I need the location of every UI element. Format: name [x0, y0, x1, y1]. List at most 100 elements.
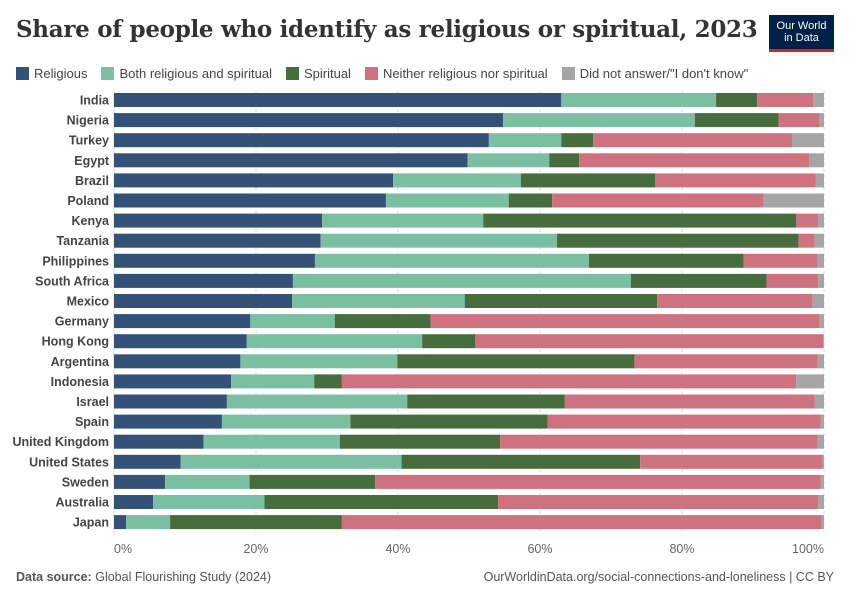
- bar-segment[interactable]: [114, 233, 321, 248]
- bar-segment[interactable]: [114, 133, 489, 148]
- bar-segment[interactable]: [114, 153, 468, 168]
- bar-segment[interactable]: [812, 294, 824, 308]
- bar-segment[interactable]: [114, 213, 323, 228]
- bar-segment[interactable]: [393, 173, 521, 188]
- bar-segment[interactable]: [564, 394, 815, 409]
- bar-segment[interactable]: [818, 213, 824, 228]
- source-value[interactable]: Global Flourishing Study (2024): [95, 570, 272, 584]
- bar-segment[interactable]: [114, 273, 293, 288]
- bar-segment[interactable]: [500, 434, 818, 449]
- bar-segment[interactable]: [114, 495, 154, 509]
- bar-segment[interactable]: [818, 495, 824, 509]
- bar-segment[interactable]: [114, 515, 127, 530]
- bar-segment[interactable]: [475, 334, 824, 349]
- bar-segment[interactable]: [557, 233, 799, 248]
- bar-segment[interactable]: [385, 193, 509, 208]
- bar-segment[interactable]: [126, 515, 171, 530]
- bar-segment[interactable]: [823, 334, 824, 349]
- bar-segment[interactable]: [817, 434, 824, 449]
- bar-segment[interactable]: [375, 474, 821, 489]
- bar-segment[interactable]: [757, 93, 814, 107]
- bar-segment[interactable]: [796, 213, 819, 228]
- bar-segment[interactable]: [813, 93, 824, 107]
- bar-segment[interactable]: [792, 133, 824, 148]
- bar-segment[interactable]: [341, 374, 797, 389]
- bar-segment[interactable]: [817, 253, 824, 268]
- legend-item[interactable]: Religious: [16, 66, 87, 81]
- bar-segment[interactable]: [778, 113, 820, 128]
- bar-segment[interactable]: [508, 193, 553, 208]
- bar-segment[interactable]: [820, 414, 824, 429]
- bar-segment[interactable]: [547, 414, 821, 429]
- bar-segment[interactable]: [579, 153, 810, 168]
- owid-logo[interactable]: Our World in Data: [769, 15, 834, 52]
- bar-segment[interactable]: [716, 93, 758, 107]
- bar-segment[interactable]: [503, 113, 695, 128]
- bar-segment[interactable]: [549, 153, 580, 168]
- bar-segment[interactable]: [165, 474, 250, 489]
- bar-segment[interactable]: [820, 474, 824, 489]
- bar-segment[interactable]: [796, 374, 824, 389]
- bar-segment[interactable]: [809, 153, 824, 168]
- bar-segment[interactable]: [320, 233, 558, 248]
- bar-segment[interactable]: [350, 414, 548, 429]
- bar-segment[interactable]: [561, 93, 717, 107]
- bar-segment[interactable]: [821, 515, 824, 530]
- bar-segment[interactable]: [588, 253, 744, 268]
- bar-segment[interactable]: [203, 434, 340, 449]
- legend-item[interactable]: Neither religious nor spiritual: [364, 66, 548, 81]
- bar-segment[interactable]: [634, 354, 818, 369]
- bar-segment[interactable]: [630, 273, 767, 288]
- bar-segment[interactable]: [314, 253, 589, 268]
- bar-segment[interactable]: [766, 273, 819, 288]
- bar-segment[interactable]: [114, 474, 166, 489]
- bar-segment[interactable]: [407, 394, 565, 409]
- bar-segment[interactable]: [114, 414, 222, 429]
- bar-segment[interactable]: [314, 374, 342, 389]
- bar-segment[interactable]: [114, 394, 227, 409]
- bar-segment[interactable]: [422, 334, 476, 349]
- bar-segment[interactable]: [339, 434, 501, 449]
- bar-segment[interactable]: [814, 394, 824, 409]
- bar-segment[interactable]: [818, 273, 824, 288]
- bar-segment[interactable]: [430, 314, 820, 329]
- bar-segment[interactable]: [114, 173, 394, 188]
- bar-segment[interactable]: [488, 133, 562, 148]
- bar-segment[interactable]: [798, 233, 815, 248]
- bar-segment[interactable]: [657, 294, 813, 308]
- bar-segment[interactable]: [819, 113, 824, 128]
- bar-segment[interactable]: [114, 354, 241, 369]
- bar-segment[interactable]: [552, 193, 764, 208]
- bar-segment[interactable]: [498, 495, 819, 509]
- bar-segment[interactable]: [114, 294, 293, 308]
- bar-segment[interactable]: [814, 233, 824, 248]
- bar-segment[interactable]: [114, 434, 204, 449]
- bar-segment[interactable]: [249, 474, 376, 489]
- bar-segment[interactable]: [180, 454, 402, 469]
- bar-segment[interactable]: [397, 354, 635, 369]
- legend-item[interactable]: Did not answer/"I don't know": [561, 66, 748, 81]
- bar-segment[interactable]: [221, 414, 351, 429]
- bar-segment[interactable]: [250, 314, 335, 329]
- bar-segment[interactable]: [153, 495, 265, 509]
- bar-segment[interactable]: [114, 113, 504, 128]
- bar-segment[interactable]: [240, 354, 398, 369]
- bar-segment[interactable]: [464, 294, 658, 308]
- bar-segment[interactable]: [114, 314, 251, 329]
- bar-segment[interactable]: [694, 113, 779, 128]
- bar-segment[interactable]: [819, 314, 824, 329]
- bar-segment[interactable]: [640, 454, 823, 469]
- bar-segment[interactable]: [114, 454, 181, 469]
- bar-segment[interactable]: [114, 374, 232, 389]
- bar-segment[interactable]: [401, 454, 641, 469]
- bar-segment[interactable]: [467, 153, 550, 168]
- bar-segment[interactable]: [322, 213, 484, 228]
- legend-item[interactable]: Spiritual: [285, 66, 351, 81]
- bar-segment[interactable]: [246, 334, 423, 349]
- bar-segment[interactable]: [231, 374, 315, 389]
- bar-segment[interactable]: [114, 93, 562, 107]
- legend-item[interactable]: Both religious and spiritual: [101, 66, 272, 81]
- bar-segment[interactable]: [264, 495, 499, 509]
- bar-segment[interactable]: [114, 253, 315, 268]
- bar-segment[interactable]: [763, 193, 824, 208]
